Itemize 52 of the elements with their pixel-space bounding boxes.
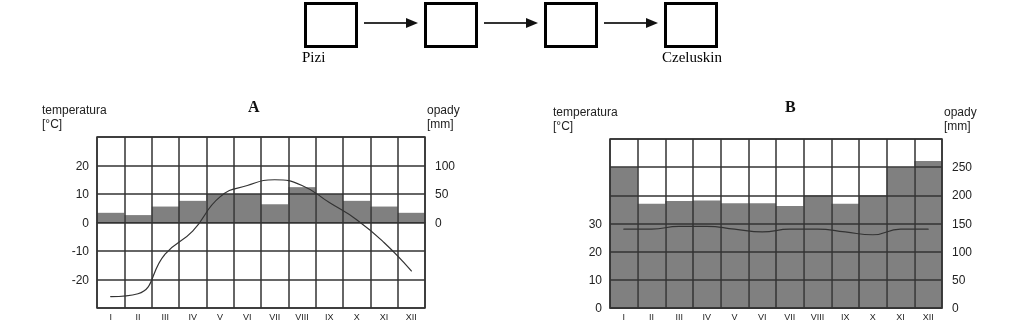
y2-tick-label: 100 bbox=[952, 244, 973, 259]
y-tick-label: 20 bbox=[75, 158, 90, 173]
x-tick-label: X bbox=[869, 311, 876, 322]
y2-tick-label: 50 bbox=[952, 272, 966, 287]
y-axis-title: temperatura [°C] bbox=[42, 103, 108, 131]
x-tick-label: VII bbox=[269, 311, 281, 322]
x-tick-label: XI bbox=[896, 311, 905, 322]
bar bbox=[179, 200, 207, 223]
y2-axis-title: opady [mm] bbox=[944, 105, 977, 133]
category-label: Czeluskin bbox=[662, 49, 722, 66]
y2-tick-label: 250 bbox=[952, 160, 973, 175]
y-tick-label: -20 bbox=[71, 272, 90, 287]
x-tick-label: V bbox=[731, 311, 738, 322]
x-tick-label: VII bbox=[784, 311, 796, 322]
x-tick-label: V bbox=[216, 311, 224, 322]
y-tick-label: 30 bbox=[588, 216, 603, 231]
x-tick-label: XII bbox=[922, 311, 934, 322]
chart-title: B bbox=[785, 97, 796, 115]
y-tick-label: 10 bbox=[588, 272, 603, 287]
y2-tick-label: 200 bbox=[952, 188, 973, 203]
x-tick-label: III bbox=[161, 311, 170, 322]
bar bbox=[261, 204, 289, 223]
x-tick-label: IV bbox=[188, 311, 197, 322]
y2-tick-label: 100 bbox=[435, 158, 456, 173]
y-tick-label: 0 bbox=[82, 215, 90, 230]
y2-tick-label: 50 bbox=[435, 187, 449, 201]
y-tick-label: -10 bbox=[71, 244, 90, 258]
x-tick-label: IX bbox=[325, 311, 334, 322]
chart-title: A bbox=[248, 97, 260, 115]
x-tick-label: II bbox=[135, 311, 141, 322]
category-label: Pizi bbox=[302, 49, 326, 66]
y-tick-label: 20 bbox=[588, 244, 603, 259]
x-tick-label: IV bbox=[702, 311, 712, 322]
x-tick-label: VI bbox=[243, 311, 252, 322]
y-axis-title: temperatura [°C] bbox=[553, 105, 619, 133]
y2-tick-label: 0 bbox=[952, 301, 959, 315]
x-tick-label: VI bbox=[757, 311, 767, 322]
x-tick-label: IX bbox=[840, 311, 850, 322]
y-tick-label: 10 bbox=[75, 187, 90, 201]
x-tick-label: VIII bbox=[810, 311, 825, 322]
y2-tick-label: 0 bbox=[435, 215, 442, 230]
x-tick-label: XII bbox=[405, 311, 417, 322]
x-tick-label: X bbox=[353, 311, 360, 322]
x-tick-label: I bbox=[109, 311, 112, 322]
x-tick-label: I bbox=[622, 311, 626, 322]
x-tick-label: XI bbox=[379, 311, 389, 322]
y-tick-label: 0 bbox=[595, 301, 603, 315]
y2-tick-label: 150 bbox=[952, 216, 973, 231]
x-tick-label: III bbox=[675, 311, 683, 322]
x-tick-label: VIII bbox=[295, 311, 309, 322]
x-tick-label: II bbox=[648, 311, 655, 322]
y2-axis-title: opady [mm] bbox=[427, 103, 460, 131]
